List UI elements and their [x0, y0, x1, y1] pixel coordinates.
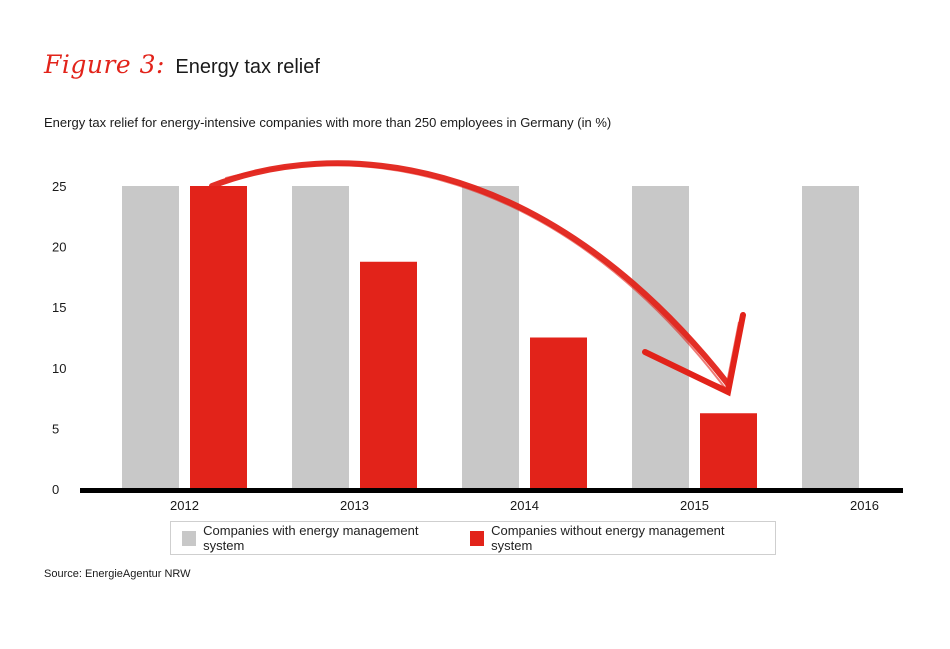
y-tick-label: 0	[52, 482, 59, 497]
legend-item-with-ems: Companies with energy management system	[182, 523, 448, 553]
x-tick-label: 2015	[680, 498, 709, 513]
arrow-head-sketch	[649, 321, 740, 390]
bar-with-ems	[632, 186, 689, 489]
legend-label-with-ems: Companies with energy management system	[203, 523, 419, 553]
chart-subtitle: Energy tax relief for energy-intensive c…	[44, 115, 612, 130]
bar-with-ems	[462, 186, 519, 489]
y-tick-label: 20	[52, 240, 66, 255]
figure-label: Figure 3:	[44, 50, 165, 79]
figure-title-row: Figure 3: Energy tax relief	[44, 50, 320, 84]
legend-swatch-red	[469, 530, 485, 546]
x-tick-label: 2012	[170, 498, 199, 513]
bars	[122, 186, 859, 489]
bar-with-ems	[122, 186, 179, 489]
x-tick-label: 2014	[510, 498, 539, 513]
bar-with-ems	[292, 186, 349, 489]
bar-without-ems	[190, 186, 247, 489]
y-tick-label: 25	[52, 179, 66, 194]
bar-with-ems	[802, 186, 859, 489]
figure-title: Energy tax relief	[175, 56, 320, 78]
legend-label-without-ems: Companies without energy management syst…	[491, 523, 725, 553]
source-note: Source: EnergieAgentur NRW	[44, 568, 191, 580]
x-axis-ticks: 2012 2013 2014 2015 2016	[170, 498, 879, 513]
y-tick-label: 5	[52, 421, 59, 436]
legend-swatch-gray	[182, 530, 197, 546]
bar-without-ems	[360, 261, 417, 489]
arrow-shaft-sketch	[225, 163, 726, 389]
chart-legend: Companies with energy management system …	[170, 521, 776, 555]
y-tick-label: 10	[52, 361, 66, 376]
y-tick-label: 15	[52, 300, 66, 315]
trend-arrow-icon	[209, 160, 746, 397]
y-axis-ticks: 0 5 10 15 20 25	[52, 179, 66, 497]
legend-item-without-ems: Companies without energy management syst…	[469, 523, 753, 553]
bar-without-ems	[700, 413, 757, 489]
x-tick-label: 2013	[340, 498, 369, 513]
bar-without-ems	[530, 337, 587, 489]
x-tick-label: 2016	[850, 498, 879, 513]
